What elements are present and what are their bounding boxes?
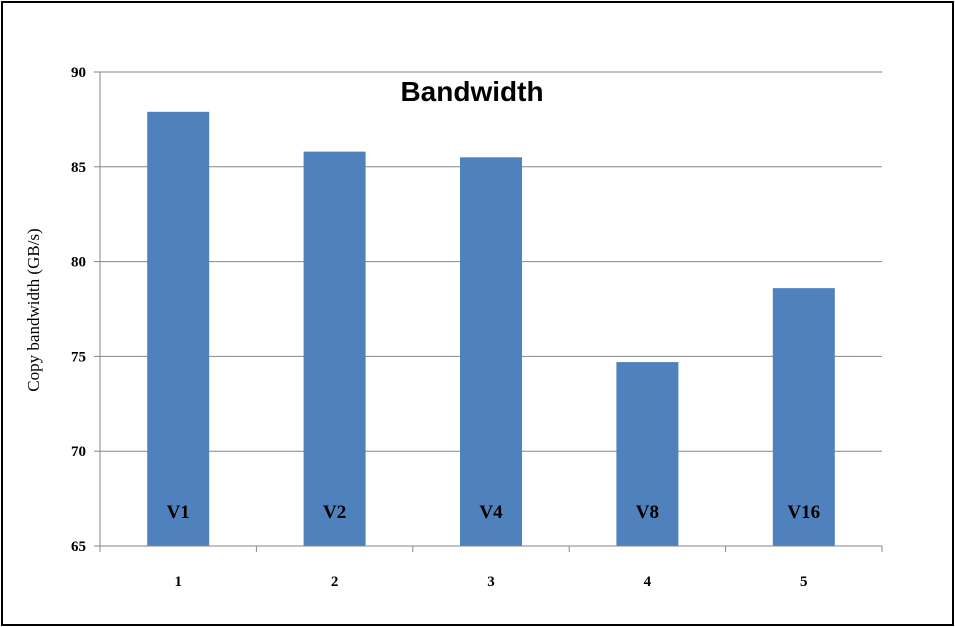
bar-label: V8 (636, 502, 659, 523)
bar-3 (460, 157, 522, 546)
y-tick-label: 85 (71, 160, 86, 176)
y-tick-label: 75 (71, 349, 86, 365)
bar-1 (147, 111, 210, 546)
bar-5 (772, 288, 835, 546)
chart-title: Bandwidth (400, 76, 543, 107)
bars (147, 111, 835, 546)
y-tick-label: 90 (71, 65, 86, 81)
y-tick-label: 80 (71, 255, 86, 271)
x-tick-labels: 1 2 3 4 5 (174, 574, 807, 590)
bar-label: V4 (479, 502, 503, 523)
bar-label: V1 (167, 502, 190, 523)
bar-2 (303, 151, 366, 546)
y-tick-label: 65 (71, 539, 86, 555)
x-tick-label: 1 (174, 574, 182, 590)
bar-labels: V1 V2 V4 V8 V16 (167, 502, 821, 523)
x-tick-label: 3 (487, 574, 495, 590)
bar-label: V16 (787, 502, 820, 523)
axes (99, 72, 883, 552)
y-tick-label: 70 (71, 444, 86, 460)
bar-label: V2 (323, 502, 346, 523)
y-axis-label: Copy bandwidth (GB/s) (24, 228, 43, 391)
x-tick-label: 5 (800, 574, 808, 590)
x-tick-label: 2 (331, 574, 339, 590)
y-tick-labels: 65 70 75 80 85 90 (71, 65, 86, 555)
x-tick-label: 4 (644, 574, 652, 590)
bar-4 (616, 362, 679, 546)
